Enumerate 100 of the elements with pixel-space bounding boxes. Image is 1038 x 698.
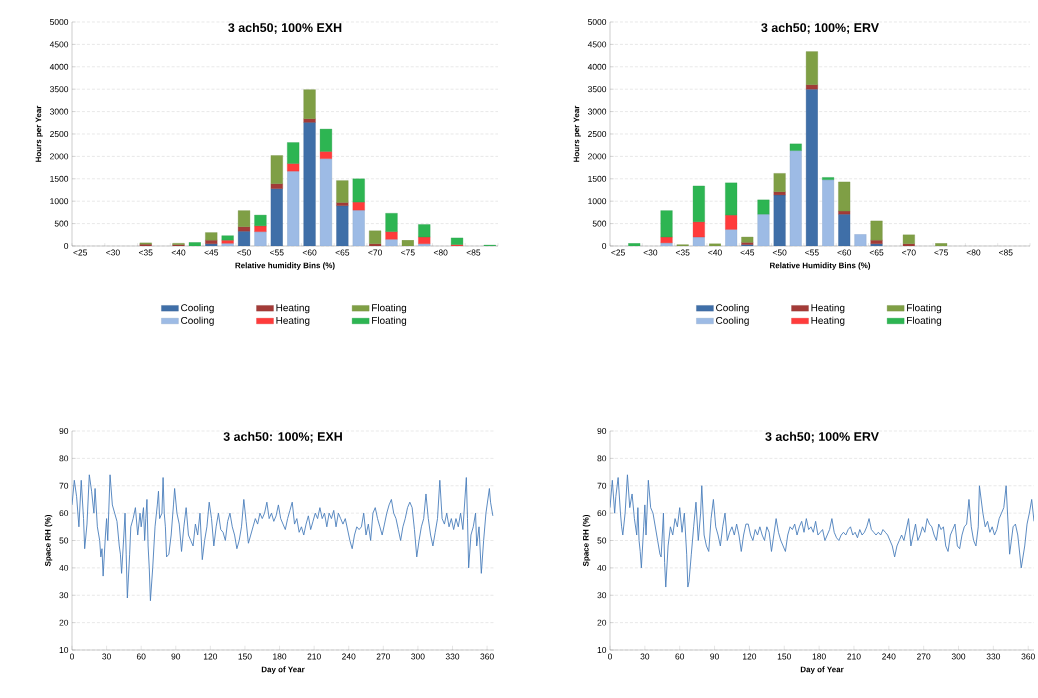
x-tick-label: <80 xyxy=(966,249,981,256)
y-tick-label: 10 xyxy=(597,647,607,653)
legend-label: Floating xyxy=(372,303,407,314)
x-tick-label: <25 xyxy=(611,249,625,256)
y-tick-label: 5000 xyxy=(49,19,69,25)
chart-title: 3 ach50; 100% EXH xyxy=(228,22,342,34)
x-tick-label: <45 xyxy=(204,249,219,256)
y-tick-label: 500 xyxy=(54,220,69,227)
y-tick-label: 2500 xyxy=(50,131,69,137)
y-tick-label: 2500 xyxy=(588,131,607,137)
y-tick-label: 70 xyxy=(597,482,607,489)
x-tick-label: <75 xyxy=(934,249,948,256)
y-tick-label: 60 xyxy=(597,510,607,517)
chart-title: 3 ach50; 100% ERV xyxy=(765,431,879,443)
y-tick-label: 60 xyxy=(59,510,69,517)
x-tick-label: 60 xyxy=(136,653,146,660)
legend-label: Heating xyxy=(276,316,310,326)
x-tick-label: <50 xyxy=(772,249,787,256)
x-tick-label: 0 xyxy=(69,653,75,660)
y-tick-label: 2000 xyxy=(50,153,69,160)
x-tick-label: <25 xyxy=(73,249,88,256)
x-tick-label: <45 xyxy=(740,249,755,256)
x-tick-label: <55 xyxy=(270,249,284,256)
y-tick-label: 5000 xyxy=(587,19,607,25)
x-tick-label: 60 xyxy=(675,653,685,660)
x-tick-label: 90 xyxy=(710,653,719,660)
y-tick-label: 500 xyxy=(592,220,607,227)
y-tick-label: 40 xyxy=(597,564,607,571)
y-tick-label: 0 xyxy=(64,243,69,249)
x-tick-label: 330 xyxy=(445,653,460,660)
legend-label: Cooling xyxy=(716,303,749,314)
y-tick-label: 30 xyxy=(597,592,607,599)
x-tick-label: 150 xyxy=(777,653,791,660)
x-tick-label: <50 xyxy=(237,249,251,256)
x-tick-label: 210 xyxy=(847,653,861,660)
x-tick-label: <65 xyxy=(335,249,350,256)
x-tick-label: <85 xyxy=(999,249,1013,256)
x-tick-label: <70 xyxy=(368,249,382,256)
x-tick-label: 360 xyxy=(480,653,494,660)
x-tick-label: <80 xyxy=(433,249,448,256)
x-tick-label: 30 xyxy=(640,653,650,660)
legend-label: Floating xyxy=(907,316,942,326)
x-tick-label: 270 xyxy=(376,653,391,660)
x-tick-label: <65 xyxy=(869,249,884,256)
legend-label: Cooling xyxy=(181,316,214,326)
y-tick-label: 1000 xyxy=(588,198,607,205)
y-tick-label: 10 xyxy=(59,647,69,653)
x-tick-label: 240 xyxy=(882,653,896,660)
x-tick-label: 180 xyxy=(273,653,287,660)
x-tick-label: 270 xyxy=(917,653,931,660)
x-tick-label: <85 xyxy=(466,249,481,256)
y-tick-label: 80 xyxy=(597,455,607,462)
y-tick-label: 40 xyxy=(59,564,69,571)
x-tick-label: 360 xyxy=(1021,653,1035,660)
legend-label: Cooling xyxy=(181,303,214,314)
legend-label: Cooling xyxy=(716,316,749,326)
legend-label: Floating xyxy=(372,316,407,326)
x-tick-label: 300 xyxy=(411,653,425,660)
x-tick-label: 90 xyxy=(171,653,181,660)
x-tick-label: 0 xyxy=(607,653,613,660)
x-tick-label: <30 xyxy=(106,249,120,256)
x-tick-label: 300 xyxy=(951,653,966,660)
x-tick-label: <40 xyxy=(171,249,186,256)
x-tick-label: <40 xyxy=(708,249,722,256)
y-tick-label: 0 xyxy=(602,243,607,249)
y-tick-label: 90 xyxy=(59,428,69,434)
y-tick-label: 4000 xyxy=(587,63,607,70)
y-tick-label: 4500 xyxy=(587,41,607,48)
y-tick-label: 20 xyxy=(597,619,607,626)
y-tick-label: 1500 xyxy=(50,175,69,182)
y-tick-label: 50 xyxy=(59,537,69,544)
y-tick-label: 50 xyxy=(597,537,607,544)
legend-label: Heating xyxy=(811,316,845,326)
x-tick-label: <35 xyxy=(675,249,690,256)
y-tick-label: 2000 xyxy=(588,153,607,160)
y-tick-label: 1000 xyxy=(50,198,69,205)
y-tick-label: 4000 xyxy=(49,63,69,70)
y-tick-label: 4500 xyxy=(49,41,69,48)
y-tick-label: 20 xyxy=(59,619,69,626)
x-tick-label: 210 xyxy=(307,653,321,660)
x-tick-label: <75 xyxy=(401,249,415,256)
y-tick-label: 70 xyxy=(59,482,69,489)
x-tick-label: 240 xyxy=(342,653,356,660)
y-tick-label: 3500 xyxy=(587,86,607,93)
chart-title: 3 ach50: 100%; EXH xyxy=(223,431,342,443)
legend-label: Heating xyxy=(276,303,310,314)
x-tick-label: 330 xyxy=(986,653,1001,660)
y-tick-label: 3000 xyxy=(587,108,607,115)
chart-title: 3 ach50; 100%; ERV xyxy=(761,22,879,34)
x-tick-label: 120 xyxy=(203,653,218,660)
x-tick-label: 150 xyxy=(238,653,252,660)
y-tick-label: 90 xyxy=(597,428,607,434)
y-tick-label: 3000 xyxy=(49,108,69,115)
y-tick-label: 3500 xyxy=(49,86,69,93)
y-tick-label: 80 xyxy=(59,455,69,462)
x-tick-label: <30 xyxy=(643,249,658,256)
x-tick-label: 120 xyxy=(742,653,757,660)
legend-label: Heating xyxy=(811,303,845,314)
x-tick-label: <60 xyxy=(302,249,317,256)
y-tick-label: 30 xyxy=(59,592,69,599)
